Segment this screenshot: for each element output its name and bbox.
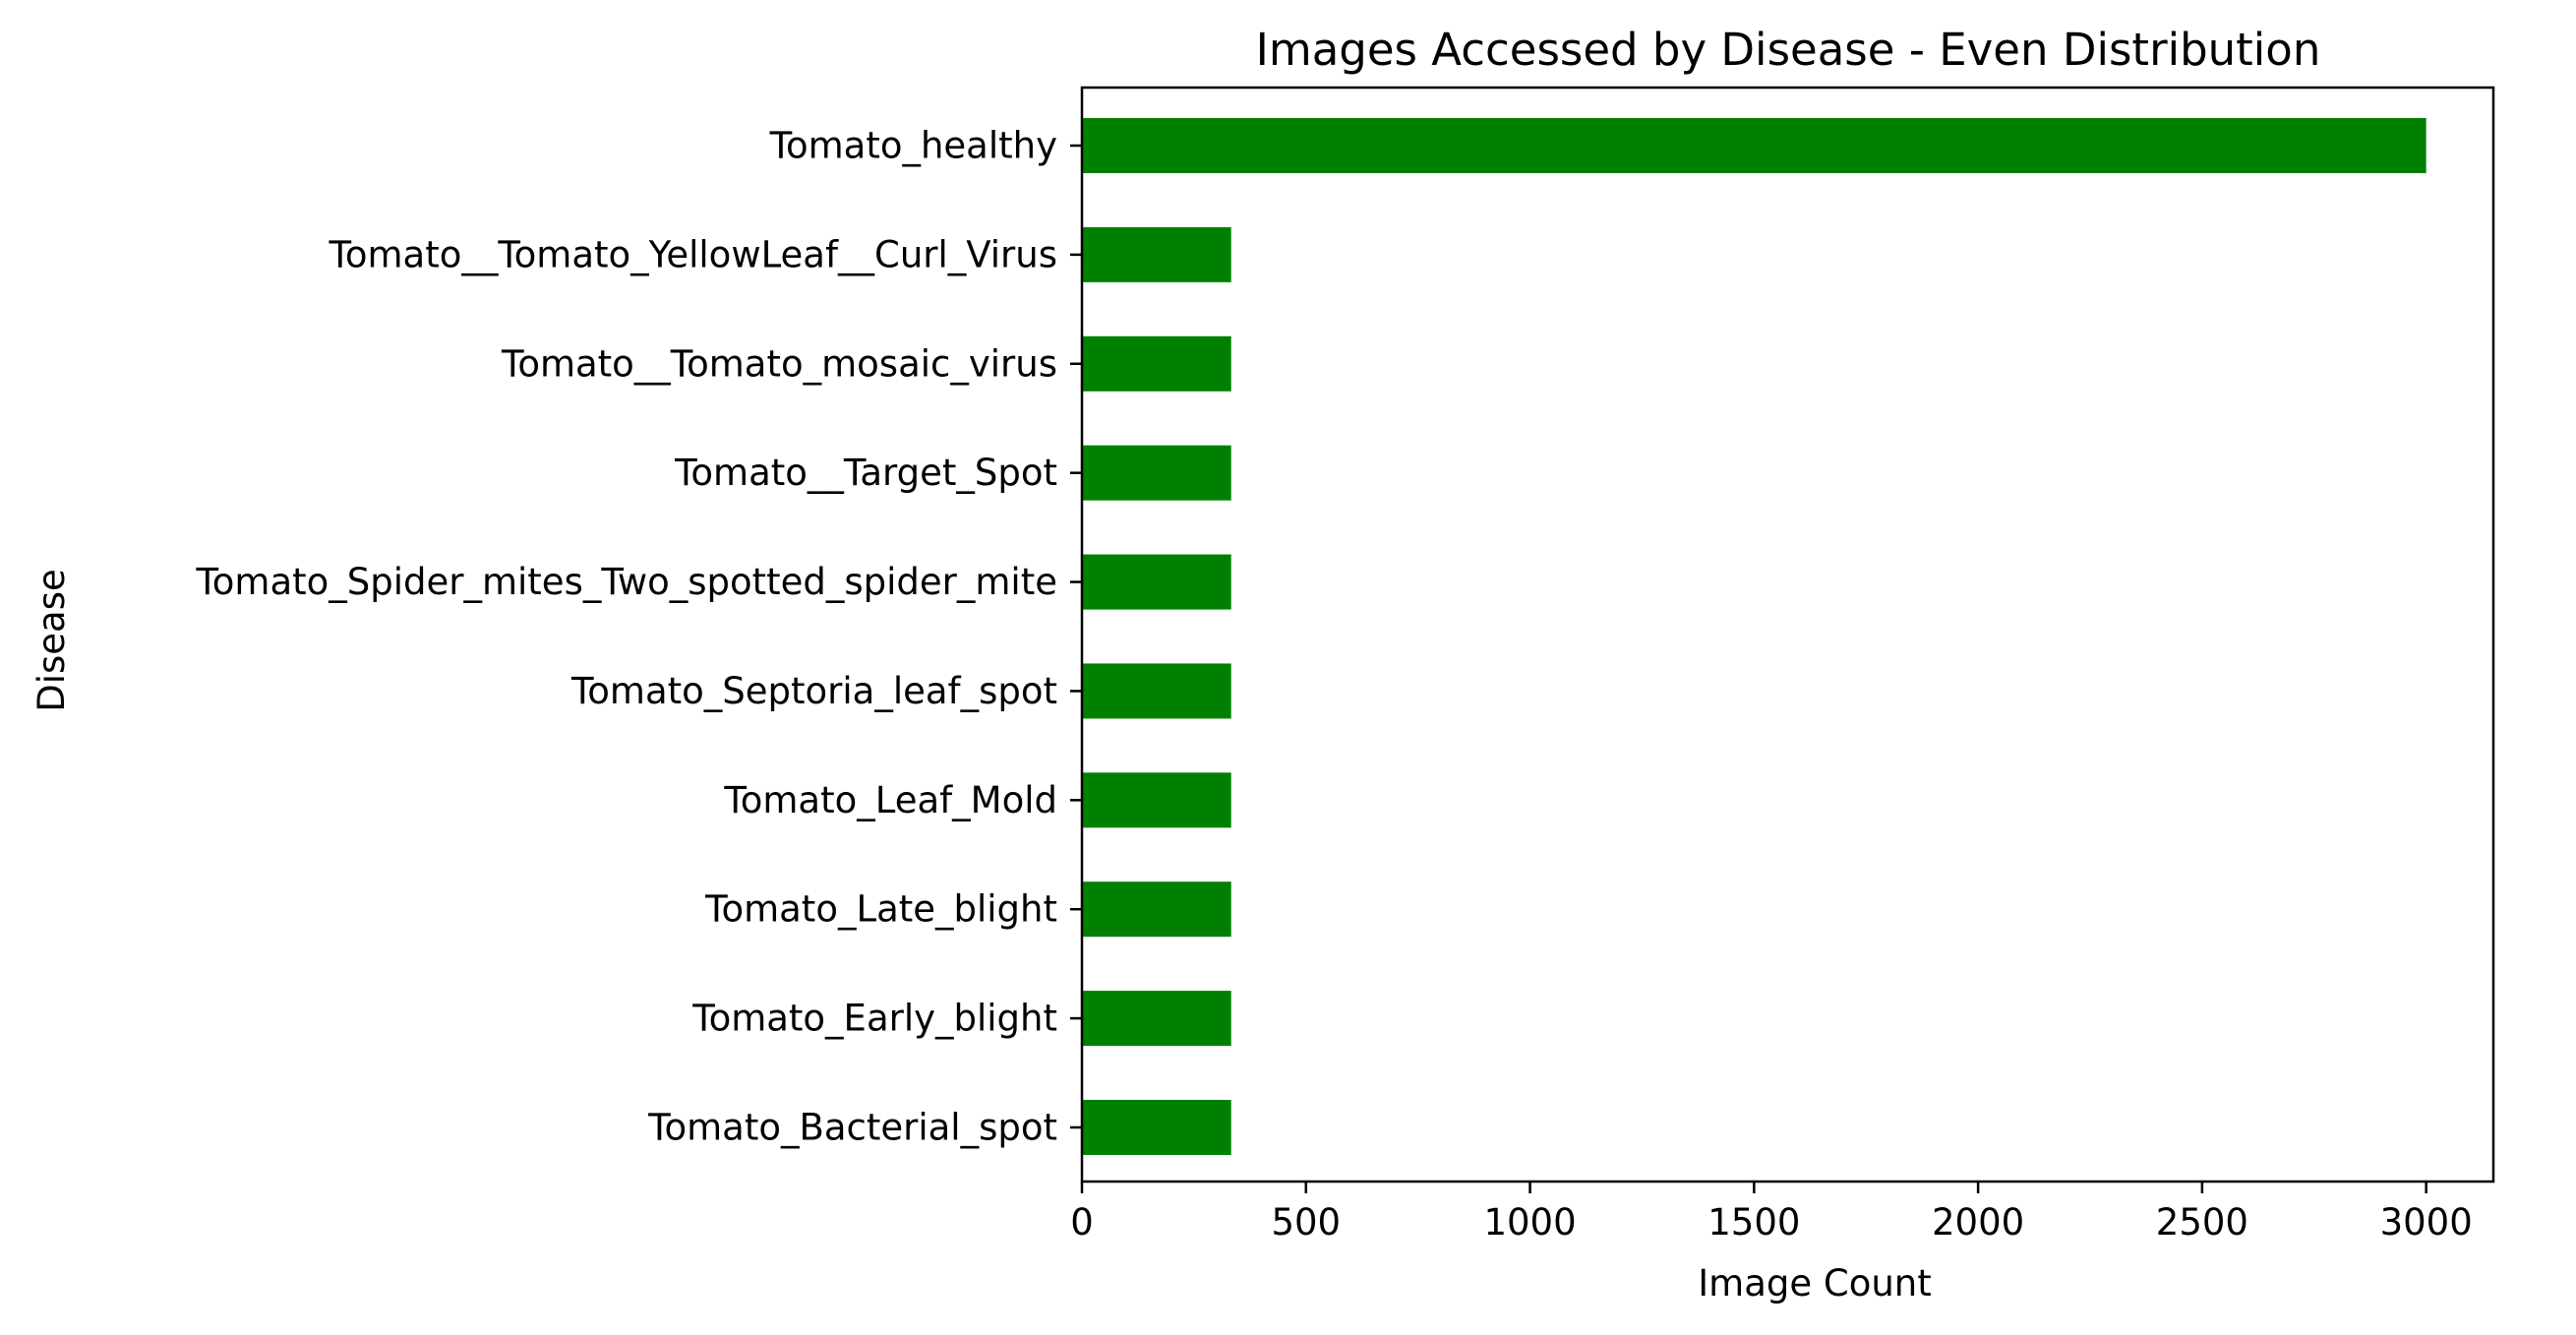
bar-tomato-tomato-mosaic-virus (1082, 335, 1231, 392)
bar-tomato-target-spot (1082, 445, 1231, 501)
chart-title: Images Accessed by Disease - Even Distri… (1256, 24, 2321, 76)
x-tick-label: 2000 (1932, 1201, 2024, 1244)
y-axis-ticks: Tomato_Bacterial_spot Tomato_Early_blight… (195, 125, 1082, 1149)
x-tick-label: 0 (1070, 1201, 1094, 1244)
y-tick-label: Tomato_Early_blight (691, 998, 1057, 1040)
y-tick-label: Tomato__Target_Spot (674, 452, 1057, 494)
x-tick-label: 1500 (1707, 1201, 1800, 1244)
bar-tomato-late-blight (1082, 881, 1231, 938)
y-tick-label: Tomato__Tomato_YellowLeaf__Curl_Virus (329, 233, 1057, 275)
bar-tomato-septoria-leaf-spot (1082, 663, 1231, 719)
y-tick-label: Tomato_Septoria_leaf_spot (570, 670, 1057, 712)
x-tick-label: 500 (1271, 1201, 1341, 1244)
x-tick-label: 3000 (2380, 1201, 2473, 1244)
y-tick-label: Tomato_Bacterial_spot (647, 1107, 1057, 1149)
y-tick-label: Tomato_Leaf_Mold (723, 779, 1057, 821)
plot-area-frame (1080, 86, 2495, 1183)
bar-tomato-healthy (1082, 118, 2426, 173)
y-tick-label: Tomato_Late_blight (704, 888, 1057, 931)
bar-tomato-bacterial-spot (1082, 1100, 1231, 1155)
y-tick-label: Tomato_Spider_mites_Two_spotted_spider_m… (195, 561, 1057, 603)
bar-tomato-early-blight (1082, 991, 1231, 1047)
bar-tomato-spider-mites-two-spotted-spider-mite (1082, 554, 1231, 610)
x-tick-label: 1000 (1483, 1201, 1576, 1244)
bar-tomato-leaf-mold (1082, 772, 1231, 828)
y-tick-label: Tomato__Tomato_mosaic_virus (501, 342, 1057, 385)
y-tick-label: Tomato_healthy (769, 125, 1057, 167)
bars-layer (1082, 118, 2426, 1155)
x-axis-label: Image Count (1698, 1262, 1932, 1305)
x-tick-label: 2500 (2156, 1201, 2248, 1244)
x-axis-ticks: 0 500 1000 1500 2000 2500 3000 (1070, 1182, 2473, 1244)
bar-tomato-tomato-yellowleaf-curl-virus (1082, 226, 1231, 282)
y-axis-label: Disease (30, 569, 73, 712)
